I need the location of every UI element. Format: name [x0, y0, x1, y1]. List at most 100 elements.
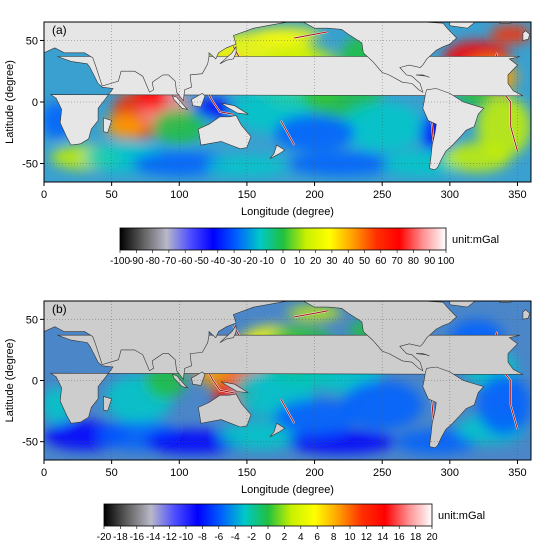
x-tick-label: 150: [238, 467, 256, 479]
trench-line-core: [205, 368, 234, 394]
trench-line-core: [280, 398, 295, 424]
colorbar-tick-label: -8: [198, 532, 207, 543]
land-europe-asia: [530, 301, 531, 333]
x-tick-label: 250: [373, 467, 391, 479]
land-newzealand: [269, 144, 286, 159]
colorbar-tick-label: 20: [310, 256, 322, 267]
x-tick-label: 200: [305, 189, 323, 201]
land-sumatra: [172, 373, 189, 389]
colorbar-tick-label: 60: [375, 256, 387, 267]
anomaly-patch: [476, 374, 531, 436]
y-tick-label: -50: [22, 437, 38, 449]
land-borneo: [191, 371, 206, 386]
land-africa: [538, 335, 548, 423]
colorbar-tick-label: 50: [359, 256, 371, 267]
colorbar-tick-label: -70: [162, 256, 177, 267]
colorbar-tick-label: 0: [280, 256, 286, 267]
colorbar-tick-label: 90: [424, 256, 436, 267]
x-tick-label: 300: [441, 189, 459, 201]
x-axis-label: Longitude (degree): [241, 206, 334, 218]
land-greenland: [449, 22, 476, 29]
anomaly-patch: [104, 114, 146, 139]
anomaly-patch: [341, 380, 423, 430]
land-europe-asia: [530, 22, 531, 54]
y-axis-label: Latitude (degree): [4, 339, 16, 423]
panel-label: (b): [52, 302, 67, 316]
colorbar-unit: unit:mGal: [452, 234, 499, 246]
land-newguinea: [221, 102, 249, 115]
anomaly-patch: [253, 26, 322, 42]
colorbar-tick-label: 40: [343, 256, 355, 267]
land-uk: [522, 30, 530, 41]
land-africa: [538, 57, 548, 146]
anomaly-patch: [152, 109, 207, 144]
land-europe-asia: [44, 301, 288, 381]
colorbar-tick-label: 4: [298, 532, 304, 543]
colorbar-tick-label: -80: [145, 256, 160, 267]
colorbar-tick-label: 0: [265, 532, 271, 543]
map-panel-b: 0 50 100 150 200 250 300 350500-50(b)Longitude …: [4, 300, 548, 543]
y-tick-label: 50: [26, 314, 38, 326]
x-tick-label: 250: [373, 189, 391, 201]
x-tick-label: 200: [305, 467, 323, 479]
land-japan: [219, 45, 237, 65]
land-iceland: [13, 21, 25, 23]
colorbar-tick-label: -14: [146, 532, 161, 543]
land-cuba: [415, 74, 430, 78]
colorbar-tick-label: 100: [438, 256, 455, 267]
anomaly-patch: [490, 24, 531, 45]
land-north-america: [302, 22, 458, 93]
land-europe-asia: [44, 22, 288, 102]
land-newguinea: [221, 381, 249, 393]
colorbar-tick-label: 2: [282, 532, 288, 543]
colorbar-tick-label: -6: [214, 532, 223, 543]
land-borneo: [191, 93, 206, 108]
colorbar-tick-label: -20: [97, 532, 112, 543]
colorbar-tick-label: -90: [129, 256, 144, 267]
colorbar-unit: unit:mGal: [438, 510, 485, 522]
x-tick-label: 0: [41, 189, 47, 201]
land-madagascar: [103, 395, 112, 412]
colorbar-tick-label: 18: [410, 532, 422, 543]
colorbar-tick-label: 30: [326, 256, 338, 267]
land-japan: [219, 324, 237, 343]
y-tick-label: 50: [26, 35, 38, 47]
land-australia: [197, 393, 252, 428]
land-south-america: [422, 88, 485, 171]
colorbar-tick-label: -50: [194, 256, 209, 267]
x-tick-label: 350: [508, 467, 526, 479]
land-cuba: [415, 353, 430, 357]
anomaly-patch: [476, 95, 531, 158]
land-iceland: [13, 300, 25, 302]
x-tick-label: 350: [508, 189, 526, 201]
colorbar-tick-label: 10: [294, 256, 306, 267]
land-uk: [522, 309, 530, 320]
colorbar-tick-label: -10: [259, 256, 274, 267]
colorbar-tick-label: -18: [113, 532, 128, 543]
land-greenland: [0, 10, 3, 29]
colorbar-tick-label: 6: [314, 532, 320, 543]
colorbar: [103, 503, 433, 527]
colorbar-tick-label: 12: [361, 532, 373, 543]
colorbar-tick-label: -4: [231, 532, 240, 543]
panel-label: (a): [52, 23, 67, 37]
colorbar-tick-label: -2: [247, 532, 256, 543]
y-tick-label: -50: [22, 159, 38, 171]
land-madagascar: [103, 117, 112, 134]
colorbar-tick-label: 20: [426, 532, 438, 543]
colorbar-tick-label: 8: [331, 532, 337, 543]
land-greenland: [449, 301, 476, 308]
anomaly-patch: [273, 114, 356, 152]
y-tick-label: 0: [32, 97, 38, 109]
trench-line-core: [280, 120, 295, 146]
colorbar-tick-label: 10: [344, 532, 356, 543]
colorbar-tick-label: 80: [408, 256, 420, 267]
colorbar-tick-label: -20: [243, 256, 258, 267]
panel-b: 0 50 100 150 200 250 300 350 50 0 -50 (b) Longitude …: [0, 282, 548, 550]
map-panel-a: 0 50 100 150 200 250 300 350500-50(a)Longitude …: [0, 10, 548, 267]
land-north-america: [302, 301, 458, 372]
colorbar-tick-label: 14: [377, 532, 389, 543]
x-tick-label: 150: [238, 189, 256, 201]
colorbar-tick-label: -10: [179, 532, 194, 543]
anomaly-patch: [341, 102, 423, 152]
